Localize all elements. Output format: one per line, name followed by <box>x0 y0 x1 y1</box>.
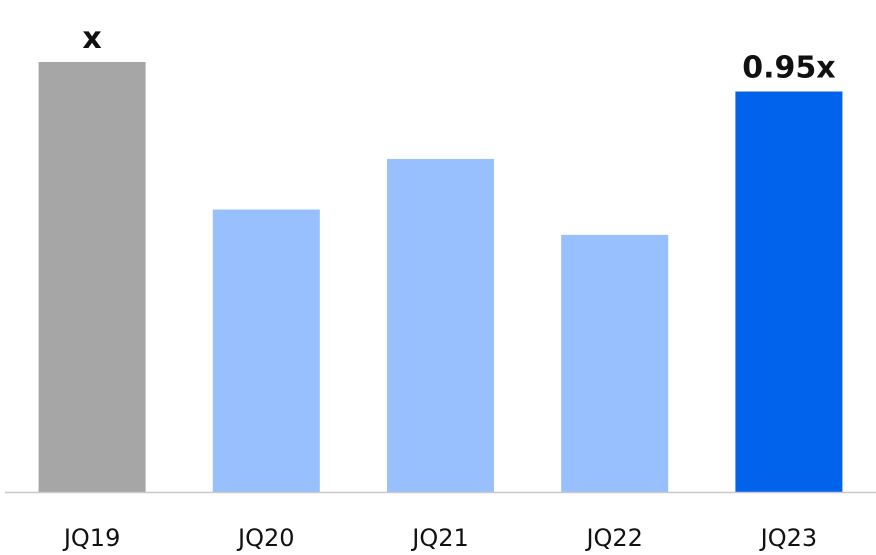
data-labels-group: x 0.95x <box>82 21 835 86</box>
data-label-jq19: x <box>82 21 101 56</box>
bar-jq23 <box>735 91 843 493</box>
x-tick-label-jq20: JQ20 <box>236 524 295 552</box>
bar-jq22 <box>561 234 669 492</box>
x-tick-label-jq21: JQ21 <box>410 524 469 552</box>
x-tick-labels-group: JQ19 JQ20 JQ21 JQ22 JQ23 <box>62 524 817 552</box>
bars-group <box>38 62 843 493</box>
bar-jq20 <box>212 209 320 493</box>
bar-jq21 <box>387 158 494 492</box>
bar-jq19 <box>38 62 146 492</box>
x-tick-label-jq19: JQ19 <box>62 524 121 552</box>
x-tick-label-jq22: JQ22 <box>584 524 643 552</box>
data-label-jq23: 0.95x <box>742 51 835 86</box>
x-tick-label-jq23: JQ23 <box>759 524 818 552</box>
